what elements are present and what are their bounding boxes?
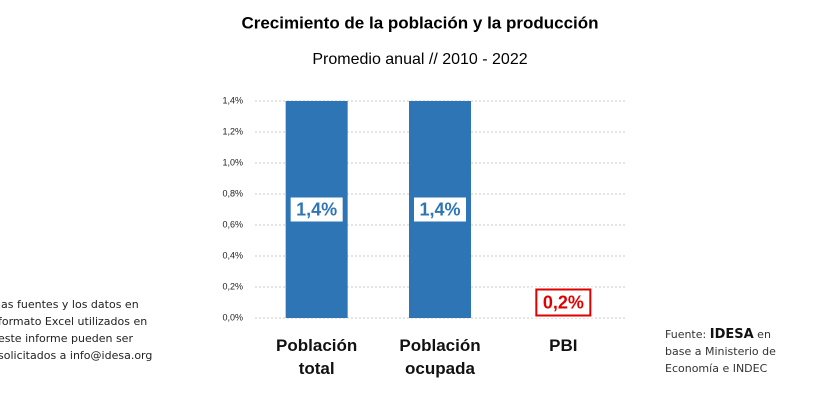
y-tick-label: 0,4% xyxy=(222,250,243,260)
y-tick-label: 0,8% xyxy=(222,188,243,198)
note-line: las fuentes y los datos en xyxy=(0,298,139,311)
x-tick-label: PBI xyxy=(549,336,578,355)
y-tick-label: 1,0% xyxy=(222,157,243,167)
value-label-box xyxy=(288,195,345,224)
note-line: solicitados a info@idesa.org xyxy=(0,349,153,362)
value-label-box xyxy=(412,195,468,224)
source: Fuente: IDESA en base a Ministerio de Ec… xyxy=(665,326,776,377)
source-text: en xyxy=(757,328,771,341)
source-brand: IDESA xyxy=(709,327,754,342)
note-line: formato Excel utilizados en xyxy=(0,315,148,328)
chart-subtitle: Promedio anual // 2010 - 2022 xyxy=(312,51,527,68)
y-tick-label: 0,0% xyxy=(222,312,243,322)
value-label: 1,4% xyxy=(419,199,460,219)
value-label: 0,2% xyxy=(543,292,584,312)
value-label: 1,4% xyxy=(296,199,337,219)
source-text: Economía e INDEC xyxy=(665,362,768,375)
source-text: base a Ministerio de xyxy=(665,345,776,358)
value-label-box xyxy=(535,288,592,317)
note-line: este informe pueden ser xyxy=(0,332,133,345)
x-tick-label: Población total xyxy=(276,336,358,378)
y-tick-label: 0,2% xyxy=(222,281,243,291)
note: las fuentes y los datos en formato Excel … xyxy=(0,296,152,364)
y-tick-label: 1,2% xyxy=(222,126,243,136)
x-tick-label: Población ocupada xyxy=(399,336,481,378)
chart-title: Crecimiento de la población y la producc… xyxy=(241,13,598,32)
source-prefix: Fuente: xyxy=(665,328,707,341)
y-tick-label: 1,4% xyxy=(222,95,243,105)
y-tick-label: 0,6% xyxy=(222,219,243,229)
